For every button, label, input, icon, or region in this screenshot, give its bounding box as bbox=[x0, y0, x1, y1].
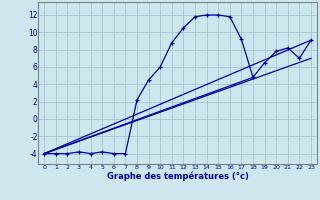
X-axis label: Graphe des températures (°c): Graphe des températures (°c) bbox=[107, 171, 249, 181]
